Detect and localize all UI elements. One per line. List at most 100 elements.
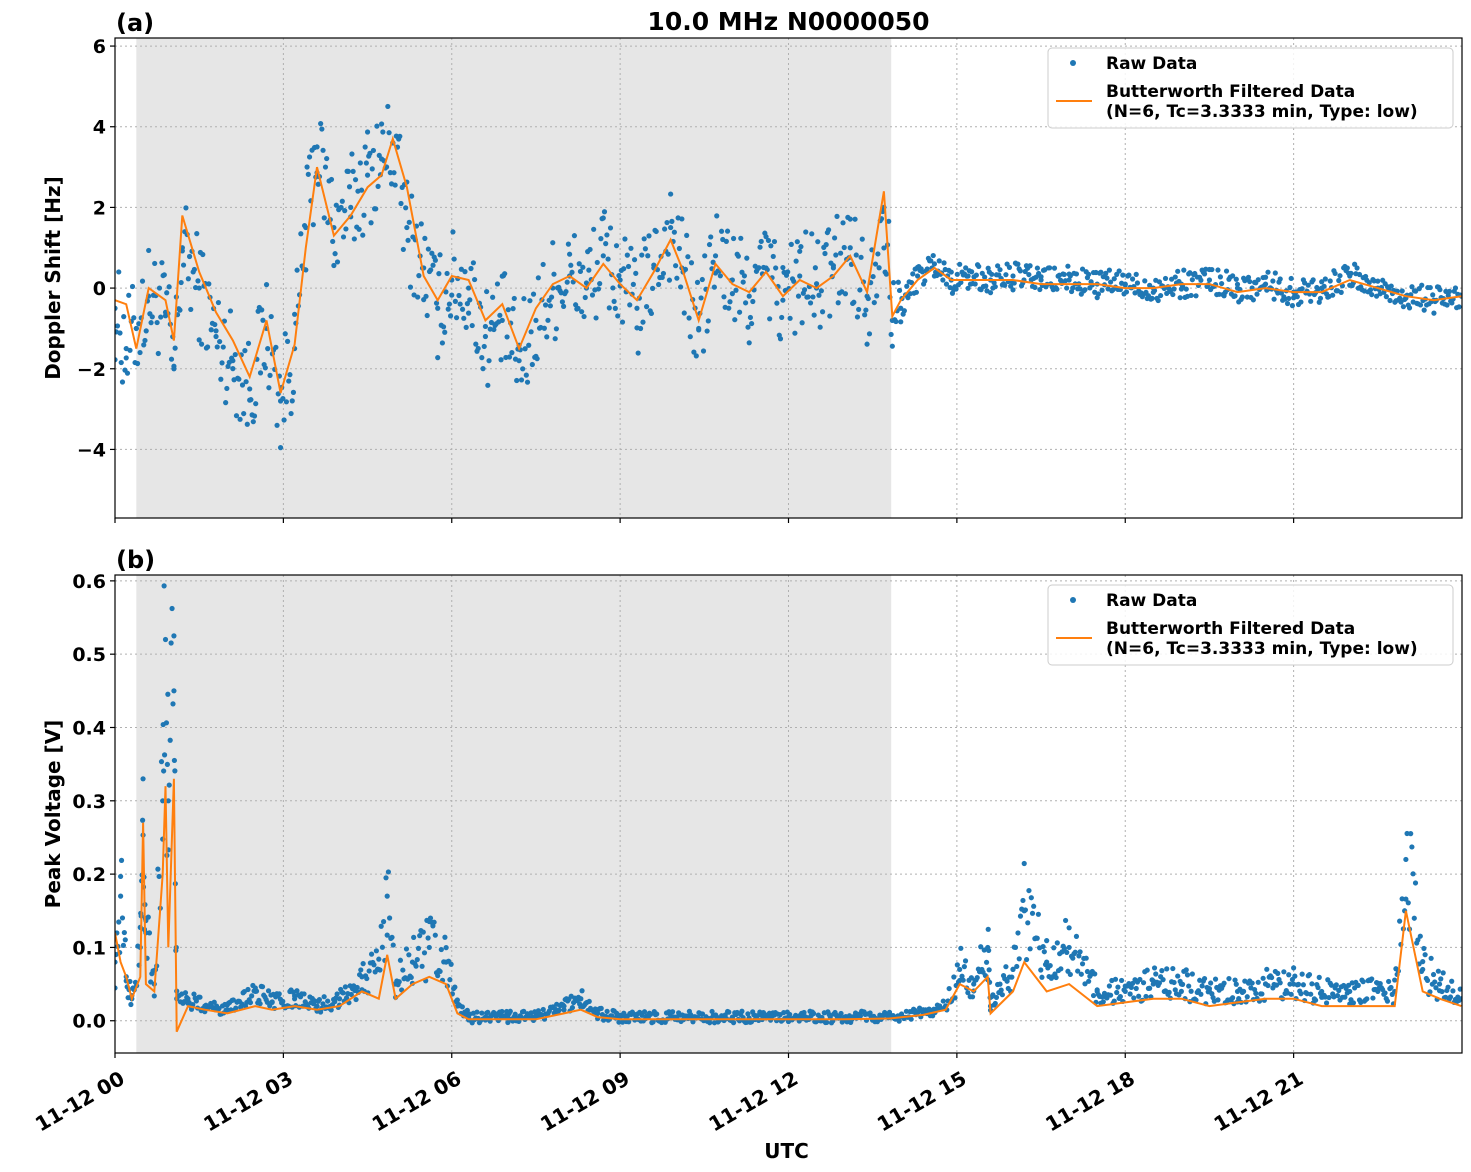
raw-data-point bbox=[1436, 981, 1443, 987]
raw-data-point bbox=[972, 281, 978, 287]
raw-data-point bbox=[721, 294, 727, 300]
raw-data-point bbox=[521, 296, 527, 302]
raw-data-point bbox=[959, 973, 965, 979]
raw-data-point bbox=[589, 292, 596, 298]
raw-data-point bbox=[586, 267, 592, 273]
raw-data-point bbox=[681, 310, 687, 316]
raw-data-point bbox=[1086, 271, 1092, 277]
raw-data-point bbox=[787, 315, 793, 321]
raw-data-point bbox=[862, 312, 868, 318]
raw-data-point bbox=[548, 294, 555, 300]
raw-data-point bbox=[1241, 988, 1247, 994]
raw-data-point bbox=[1271, 296, 1277, 302]
raw-data-point bbox=[499, 317, 505, 323]
raw-data-point bbox=[1262, 274, 1269, 280]
raw-data-point bbox=[452, 298, 458, 304]
raw-data-point bbox=[758, 238, 764, 245]
raw-data-point bbox=[1065, 263, 1071, 269]
raw-data-point bbox=[524, 379, 531, 385]
raw-data-point bbox=[482, 333, 489, 340]
raw-data-point bbox=[634, 305, 640, 311]
raw-data-point bbox=[1159, 968, 1165, 974]
raw-data-point bbox=[1310, 277, 1316, 283]
raw-data-point bbox=[1286, 972, 1292, 978]
raw-data-point bbox=[976, 263, 982, 270]
raw-data-point bbox=[1447, 994, 1454, 1000]
raw-data-point bbox=[220, 344, 226, 350]
raw-data-point bbox=[480, 366, 486, 372]
raw-data-point bbox=[746, 340, 752, 346]
raw-data-point bbox=[1144, 967, 1150, 973]
raw-data-point bbox=[373, 948, 379, 954]
raw-data-point bbox=[898, 319, 904, 325]
panel-tag: (a) bbox=[116, 9, 154, 37]
raw-data-point bbox=[1155, 297, 1161, 304]
raw-data-point bbox=[266, 385, 272, 391]
raw-data-point bbox=[1350, 1000, 1357, 1006]
raw-data-point bbox=[1328, 982, 1335, 988]
raw-data-point bbox=[182, 990, 189, 996]
raw-data-point bbox=[757, 244, 763, 250]
raw-data-point bbox=[1051, 945, 1057, 951]
raw-data-point bbox=[1021, 908, 1027, 914]
raw-data-point bbox=[384, 932, 390, 938]
raw-data-point bbox=[1387, 297, 1393, 304]
raw-data-point bbox=[1099, 287, 1105, 293]
raw-data-point bbox=[563, 288, 569, 295]
raw-data-point bbox=[1073, 271, 1080, 277]
raw-data-point bbox=[1277, 276, 1283, 282]
raw-data-point bbox=[992, 1000, 998, 1007]
raw-data-point bbox=[908, 279, 915, 286]
raw-data-point bbox=[303, 267, 309, 273]
raw-data-point bbox=[529, 361, 535, 368]
raw-data-point bbox=[1111, 998, 1117, 1004]
raw-data-point bbox=[595, 1010, 601, 1017]
raw-data-point bbox=[449, 292, 455, 298]
raw-data-point bbox=[284, 338, 291, 344]
raw-data-point bbox=[1079, 961, 1086, 967]
raw-data-point bbox=[452, 984, 458, 990]
raw-data-point bbox=[857, 1013, 864, 1019]
raw-data-point bbox=[1118, 977, 1125, 984]
raw-data-point bbox=[969, 994, 976, 1000]
raw-data-point bbox=[1298, 299, 1304, 305]
raw-data-point bbox=[332, 251, 338, 257]
raw-data-point bbox=[642, 246, 648, 252]
shaded-region bbox=[136, 38, 892, 518]
raw-data-point bbox=[1201, 975, 1208, 982]
raw-data-point bbox=[1253, 990, 1259, 996]
raw-data-point bbox=[690, 1019, 696, 1025]
raw-data-point bbox=[354, 984, 360, 991]
raw-data-point bbox=[340, 234, 347, 240]
raw-data-point bbox=[1193, 293, 1199, 299]
raw-data-point bbox=[180, 262, 187, 268]
raw-data-point bbox=[1086, 978, 1092, 984]
raw-data-point bbox=[1090, 992, 1097, 999]
raw-data-point bbox=[1156, 279, 1163, 285]
y-tick-label: 0.3 bbox=[72, 791, 106, 813]
raw-data-point bbox=[137, 349, 143, 356]
raw-data-point bbox=[415, 294, 421, 300]
raw-data-point bbox=[499, 1008, 505, 1015]
raw-data-point bbox=[625, 263, 632, 270]
raw-data-point bbox=[1334, 993, 1341, 999]
raw-data-point bbox=[968, 975, 974, 981]
raw-data-point bbox=[1009, 974, 1015, 980]
raw-data-point bbox=[854, 314, 861, 320]
raw-data-point bbox=[1427, 284, 1433, 291]
raw-data-point bbox=[206, 281, 212, 287]
raw-data-point bbox=[788, 241, 794, 247]
raw-data-point bbox=[528, 329, 534, 335]
raw-data-point bbox=[1230, 995, 1236, 1001]
raw-data-point bbox=[217, 338, 223, 345]
raw-data-point bbox=[1260, 975, 1266, 981]
raw-data-point bbox=[1234, 988, 1241, 995]
raw-data-point bbox=[732, 317, 738, 323]
raw-data-point bbox=[1034, 265, 1041, 271]
raw-data-point bbox=[1323, 1000, 1330, 1006]
raw-data-point bbox=[303, 224, 309, 231]
raw-data-point bbox=[443, 289, 449, 295]
raw-data-point bbox=[349, 151, 355, 157]
raw-data-point bbox=[1223, 268, 1230, 274]
raw-data-point bbox=[858, 254, 864, 260]
